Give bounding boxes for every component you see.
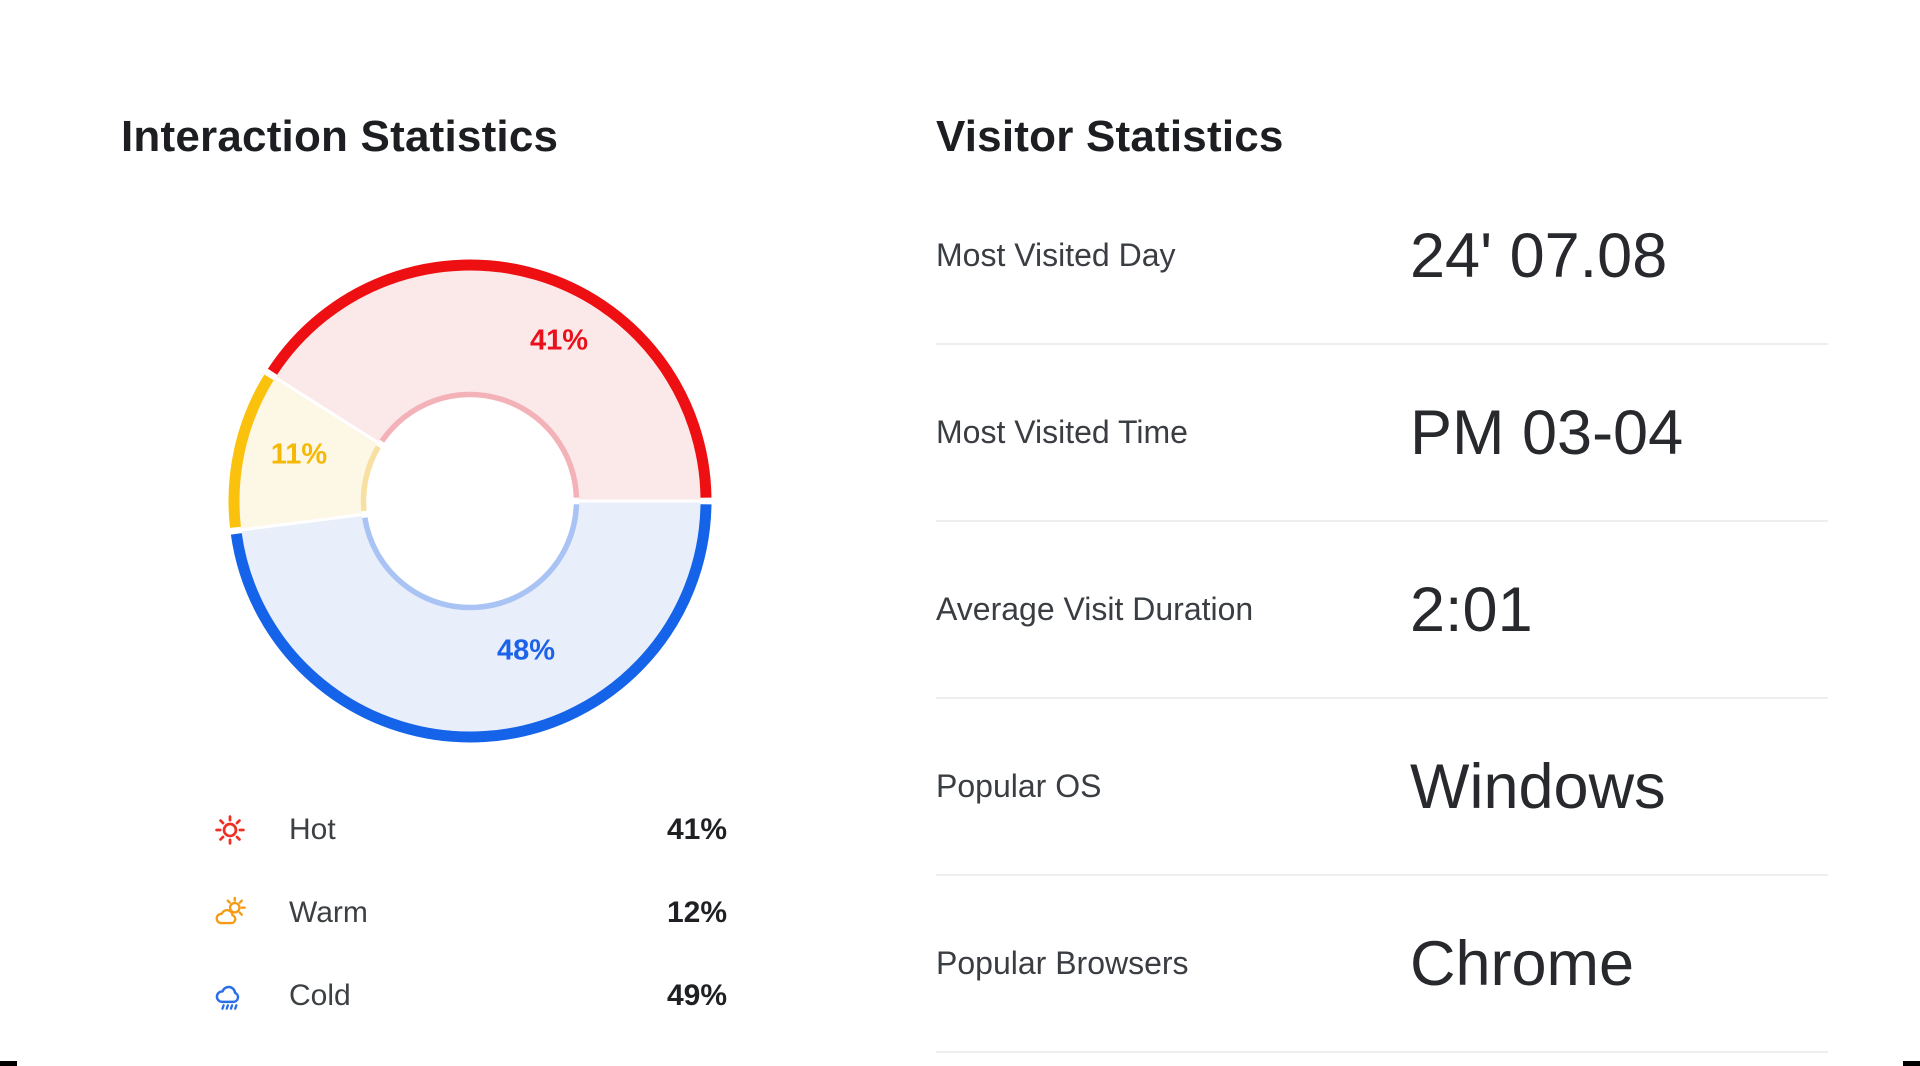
legend-value-cold: 49% (666, 979, 727, 1012)
stat-row-popular-browsers: Popular Browsers Chrome (936, 876, 1828, 1053)
stat-row-average-visit-duration: Average Visit Duration 2:01 (936, 522, 1828, 699)
slice-label-warm: 11% (270, 438, 328, 471)
legend-value-hot: 41% (666, 813, 727, 846)
stat-value: 24' 07.08 (1410, 220, 1668, 291)
rain-cloud-icon (213, 979, 247, 1013)
corner-mark-right (1903, 1061, 1920, 1066)
stat-value: PM 03-04 (1410, 397, 1684, 468)
stat-label: Most Visited Time (936, 414, 1188, 450)
legend-row-hot[interactable]: Hot 41% (213, 807, 727, 853)
stat-label: Average Visit Duration (936, 591, 1254, 627)
stat-label: Popular OS (936, 768, 1102, 804)
legend-value-warm: 12% (666, 896, 727, 929)
legend-label-cold: Cold (289, 979, 351, 1012)
stat-label: Popular Browsers (936, 945, 1189, 981)
legend-row-warm[interactable]: Warm 12% (213, 890, 727, 936)
legend-row-cold[interactable]: Cold 49% (213, 973, 727, 1019)
sun-icon (213, 813, 247, 847)
corner-mark-left (0, 1061, 17, 1066)
stat-value: Chrome (1410, 928, 1635, 999)
sun-behind-cloud-icon (213, 896, 247, 930)
interaction-statistics-title: Interaction Statistics (121, 112, 559, 161)
stat-row-popular-os: Popular OS Windows (936, 699, 1828, 876)
stat-row-most-visited-day: Most Visited Day 24' 07.08 (936, 168, 1828, 345)
visitor-statistics-title: Visitor Statistics (936, 112, 1284, 161)
donut-chart-svg[interactable] (228, 259, 712, 743)
legend-label-warm: Warm (289, 896, 368, 929)
slice-label-cold: 48% (496, 634, 556, 667)
interaction-donut-chart[interactable]: 41% 48% 11% (228, 259, 712, 743)
visitor-stats-list: Most Visited Day 24' 07.08 Most Visited … (936, 168, 1828, 1053)
stat-value: 2:01 (1410, 574, 1533, 645)
legend-label-hot: Hot (289, 813, 336, 846)
stat-value: Windows (1410, 751, 1666, 822)
stat-label: Most Visited Day (936, 237, 1176, 273)
chart-legend: Hot 41% (213, 807, 727, 1056)
slice-label-hot: 41% (529, 324, 589, 357)
stat-row-most-visited-time: Most Visited Time PM 03-04 (936, 345, 1828, 522)
